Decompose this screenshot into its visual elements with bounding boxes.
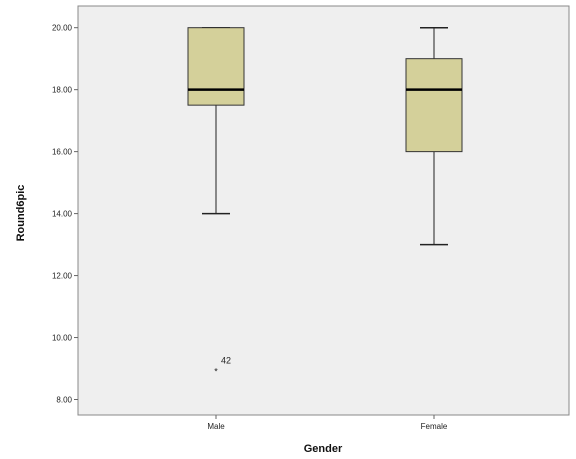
y-tick-label: 8.00 xyxy=(56,396,72,405)
box-male: *42 xyxy=(187,26,245,377)
y-axis-title: Round6pic xyxy=(15,185,27,242)
outlier-label: 42 xyxy=(221,356,231,366)
y-tick-label: 18.00 xyxy=(52,86,73,95)
x-tick-label: Male xyxy=(207,422,225,431)
box-female xyxy=(405,26,463,246)
y-tick-label: 16.00 xyxy=(52,148,73,157)
boxes: *42 xyxy=(187,26,463,377)
box-iqr xyxy=(187,27,245,106)
x-axis-title: Gender xyxy=(304,443,343,455)
y-tick-label: 20.00 xyxy=(52,24,73,33)
y-axis: 8.00 10.00 12.00 14.00 16.00 18.00 20.00 xyxy=(52,24,78,405)
y-tick-label: 14.00 xyxy=(52,210,73,219)
y-tick-label: 12.00 xyxy=(52,272,73,281)
plot-area xyxy=(77,5,570,416)
box-iqr xyxy=(405,58,463,153)
outlier-marker: * xyxy=(214,367,218,377)
y-tick-label: 10.00 xyxy=(52,334,73,343)
x-tick-label: Female xyxy=(421,422,448,431)
x-axis: Male Female xyxy=(207,415,448,431)
